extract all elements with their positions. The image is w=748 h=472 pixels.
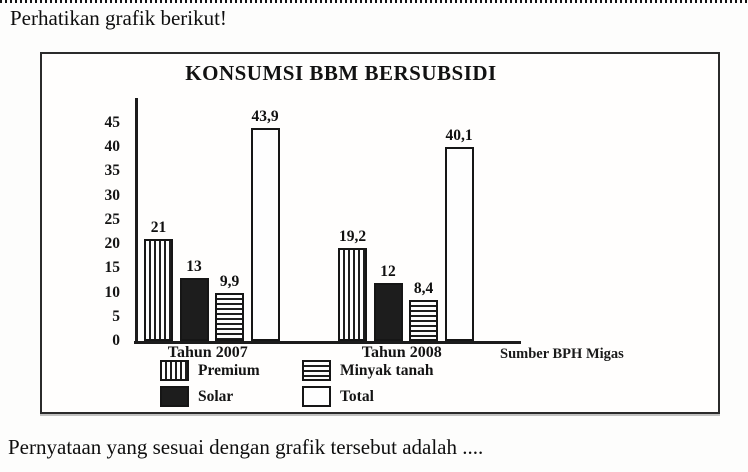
legend-label: Minyak tanah	[340, 361, 434, 379]
total-swatch-icon	[302, 386, 331, 407]
y-axis-tick-label: 15	[104, 259, 121, 277]
x-axis-category-label: Tahun 2008	[361, 344, 442, 361]
bar-value-label: 8,4	[413, 280, 434, 298]
bar-minyak-tanah-tahun-2008	[409, 300, 438, 341]
bar-value-label: 21	[150, 219, 167, 237]
legend-item-total: Total	[302, 386, 433, 407]
page-top-dotted-border	[0, 0, 748, 3]
legend-label: Total	[340, 387, 374, 405]
y-axis-tick-label: 0	[112, 332, 120, 349]
y-axis-tick-label: 5	[112, 307, 120, 325]
bar-premium-tahun-2007	[144, 239, 173, 341]
x-axis-line	[134, 341, 521, 344]
bar-value-label: 40,1	[445, 126, 473, 144]
bar-value-label: 13	[186, 258, 202, 276]
intro-text: Perhatikan grafik berikut!	[10, 6, 227, 30]
legend-label: Solar	[198, 387, 234, 405]
bar-total-tahun-2007	[250, 128, 280, 341]
chart-box: KONSUMSI BBM BERSUBSIDI 45 40 35 30 25 20 15 10…	[40, 52, 720, 414]
y-axis-tick-label: 35	[104, 162, 121, 180]
legend-label: Premium	[198, 361, 260, 379]
bar-value-label: 12	[380, 262, 396, 280]
y-axis-tick-label: 20	[104, 235, 121, 253]
y-axis-line	[135, 98, 138, 344]
bar-premium-tahun-2008	[338, 247, 367, 341]
source-label: Sumber BPH Migas	[500, 346, 624, 362]
legend-item-premium: Premium	[160, 360, 302, 381]
legend-item-solar: Solar	[160, 386, 302, 407]
y-axis-tick-label: 25	[104, 210, 121, 228]
x-axis-category-label: Tahun 2007	[167, 344, 248, 361]
premium-swatch-icon	[160, 360, 189, 381]
chart-title: KONSUMSI BBM BERSUBSIDI	[185, 61, 497, 85]
bar-minyak-tanah-tahun-2007	[215, 293, 244, 341]
y-axis-tick-label: 40	[104, 138, 121, 156]
y-axis-tick-label: 10	[104, 283, 121, 301]
bar-solar-tahun-2007	[179, 278, 209, 341]
solar-swatch-icon	[160, 386, 189, 407]
bar-solar-tahun-2008	[373, 282, 403, 341]
bar-value-label: 19,2	[338, 227, 367, 245]
legend: Premium Minyak tanah Solar Total	[160, 360, 433, 407]
plot-area: 45 40 35 30 25 20 15 10 5 0 21 19,2 13 12 9,9 8,4 43,9 40…	[42, 54, 718, 412]
bar-value-label: 43,9	[251, 108, 279, 126]
y-axis-tick-label: 45	[104, 114, 121, 132]
minyak-tanah-swatch-icon	[302, 360, 331, 381]
bar-total-tahun-2008	[444, 146, 474, 341]
question-text: Pernyataan yang sesuai dengan grafik ter…	[8, 435, 484, 459]
bar-value-label: 9,9	[219, 273, 240, 291]
y-axis-tick-label: 30	[104, 186, 121, 204]
legend-item-minyak-tanah: Minyak tanah	[302, 360, 433, 381]
